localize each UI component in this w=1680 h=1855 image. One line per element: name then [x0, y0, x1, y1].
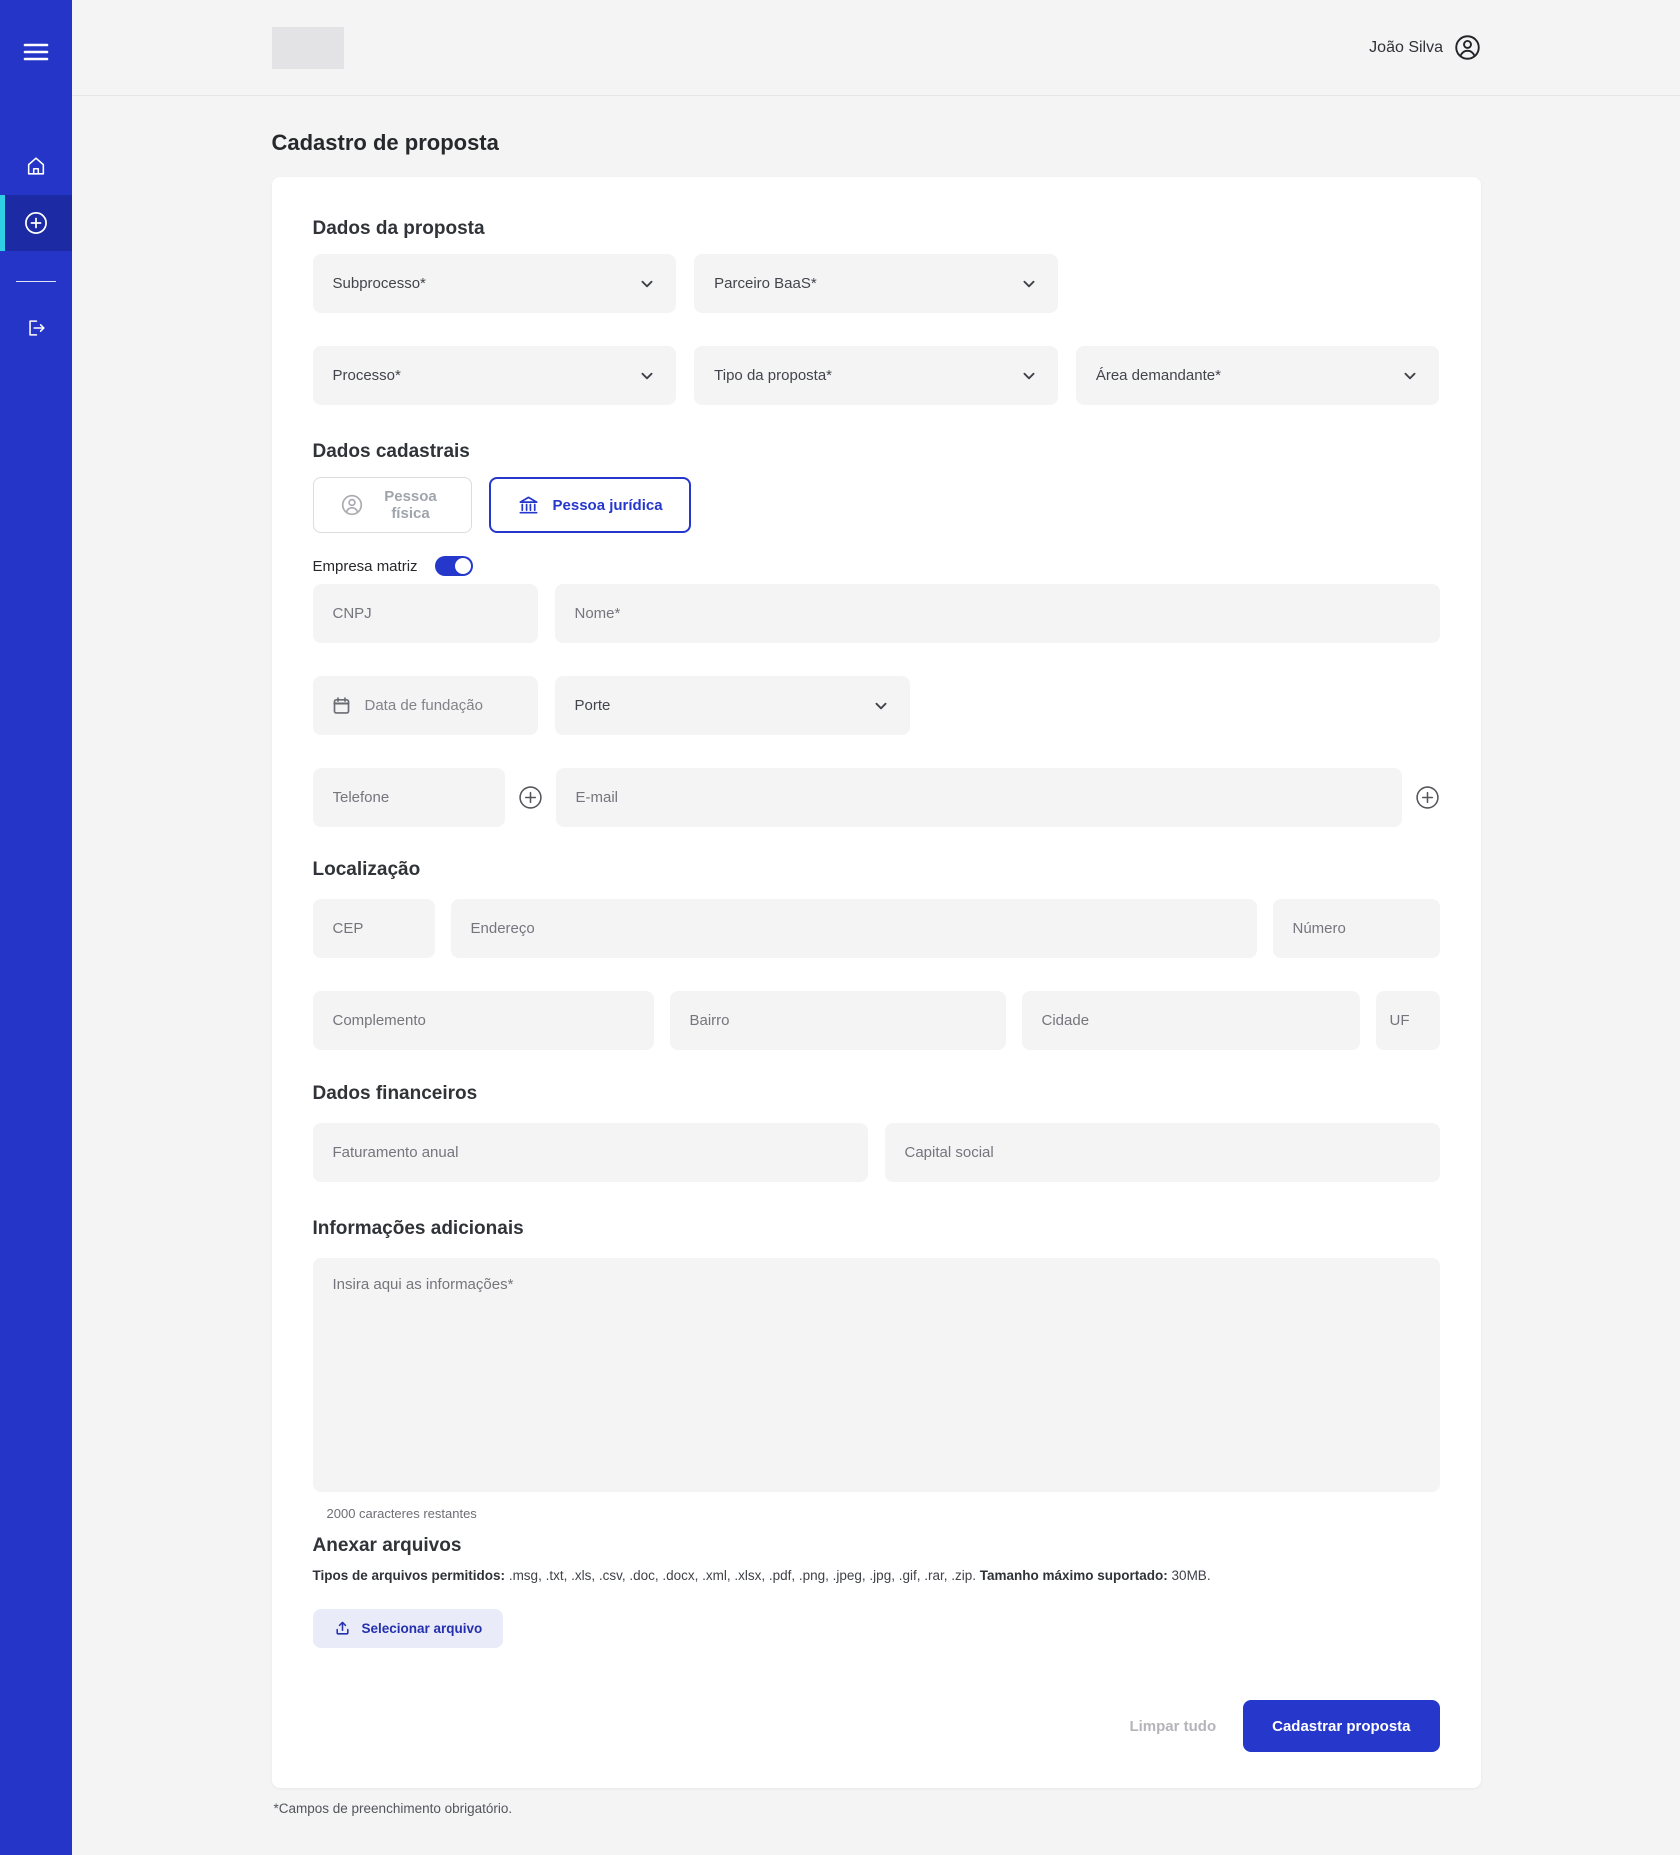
faturamento-anual-input[interactable]	[312, 1123, 868, 1182]
top-header: João Silva	[72, 0, 1680, 96]
plus-circle-icon	[1415, 785, 1440, 810]
char-counter: 2000 caracteres restantes	[326, 1506, 477, 1521]
menu-toggle-button[interactable]	[0, 31, 72, 73]
plus-circle-icon	[23, 210, 49, 236]
filetypes-note: Tipos de arquivos permitidos: .msg, .txt…	[313, 1567, 1440, 1585]
section-title-anexar: Anexar arquivos	[312, 1535, 462, 1556]
sidebar-item-logout[interactable]	[0, 300, 72, 356]
hamburger-icon	[23, 42, 49, 62]
user-menu[interactable]: João Silva	[1369, 34, 1481, 61]
chevron-down-icon	[1018, 273, 1040, 295]
page-title: Cadastro de proposta	[271, 130, 499, 155]
cadastrar-proposta-button[interactable]: Cadastrar proposta	[1243, 1700, 1440, 1752]
tipo-proposta-label: Tipo da proposta*	[714, 367, 833, 384]
person-circle-icon	[340, 493, 364, 517]
empresa-matriz-toggle[interactable]	[434, 556, 473, 576]
chevron-down-icon	[1018, 365, 1040, 387]
data-fundacao-input[interactable]	[364, 676, 522, 735]
add-email-button[interactable]	[1415, 785, 1440, 810]
home-icon	[25, 155, 47, 177]
parceiro-baas-label: Parceiro BaaS*	[714, 275, 817, 292]
processo-label: Processo*	[332, 367, 401, 384]
calendar-icon	[331, 695, 352, 716]
cep-input[interactable]	[312, 899, 435, 958]
parceiro-baas-select[interactable]: Parceiro BaaS*	[694, 254, 1058, 313]
section-title-proposta: Dados da proposta	[312, 218, 485, 239]
data-fundacao-field[interactable]	[312, 676, 538, 735]
sidebar	[0, 0, 72, 1855]
bairro-input[interactable]	[669, 991, 1006, 1050]
porte-select[interactable]: Porte	[554, 676, 910, 735]
chevron-down-icon	[636, 365, 658, 387]
filetypes-allowed-label: Tipos de arquivos permitidos:	[312, 1568, 506, 1583]
numero-input[interactable]	[1272, 899, 1440, 958]
required-fields-note: *Campos de preenchimento obrigatório.	[273, 1801, 513, 1816]
capital-social-input[interactable]	[884, 1123, 1440, 1182]
selecionar-arquivo-button[interactable]: Selecionar arquivo	[312, 1609, 504, 1648]
user-avatar-icon	[1454, 34, 1481, 61]
processo-select[interactable]: Processo*	[312, 346, 677, 405]
filetypes-max-label: Tamanho máximo suportado:	[979, 1568, 1168, 1583]
cidade-input[interactable]	[1021, 991, 1360, 1050]
selecionar-arquivo-label: Selecionar arquivo	[361, 1621, 483, 1636]
limpar-tudo-button[interactable]: Limpar tudo	[1129, 1717, 1217, 1735]
logout-icon	[25, 317, 47, 339]
plus-circle-icon	[518, 785, 543, 810]
bank-icon	[517, 494, 540, 517]
filetypes-allowed-list: .msg, .txt, .xls, .csv, .doc, .docx, .xm…	[508, 1568, 976, 1583]
empresa-matriz-label: Empresa matriz	[312, 557, 418, 575]
informacoes-textarea[interactable]	[312, 1258, 1440, 1492]
app-logo	[272, 26, 344, 69]
complemento-input[interactable]	[312, 991, 654, 1050]
sidebar-item-home[interactable]	[0, 138, 72, 194]
proposal-form-card: Dados da proposta Subprocesso* Parceiro …	[271, 177, 1481, 1788]
sidebar-item-new-proposal[interactable]	[0, 195, 72, 251]
section-title-financeiros: Dados financeiros	[312, 1083, 478, 1104]
nome-input[interactable]	[554, 584, 1440, 643]
telefone-input[interactable]	[312, 768, 505, 827]
pessoa-juridica-button[interactable]: Pessoa jurídica	[488, 477, 691, 533]
area-demandante-label: Área demandante*	[1095, 367, 1221, 384]
subprocesso-select[interactable]: Subprocesso*	[312, 254, 677, 313]
tipo-proposta-select[interactable]: Tipo da proposta*	[694, 346, 1058, 405]
filetypes-max-value: 30MB.	[1171, 1568, 1211, 1583]
add-telefone-button[interactable]	[518, 785, 543, 810]
chevron-down-icon	[870, 695, 892, 717]
endereco-input[interactable]	[450, 899, 1257, 958]
sidebar-divider	[16, 281, 56, 282]
section-title-localizacao: Localização	[312, 859, 421, 880]
subprocesso-label: Subprocesso*	[332, 275, 426, 292]
toggle-knob	[454, 558, 471, 574]
pessoa-fisica-label: Pessoa física	[384, 488, 437, 522]
chevron-down-icon	[1399, 365, 1421, 387]
chevron-down-icon	[636, 273, 658, 295]
porte-label: Porte	[574, 697, 611, 714]
uf-input[interactable]	[1375, 991, 1440, 1050]
pessoa-fisica-button[interactable]: Pessoa física	[312, 477, 472, 533]
cnpj-input[interactable]	[312, 584, 538, 643]
email-input[interactable]	[555, 768, 1402, 827]
section-title-cadastrais: Dados cadastrais	[312, 441, 470, 462]
pessoa-juridica-label: Pessoa jurídica	[552, 496, 663, 514]
user-name: João Silva	[1369, 38, 1443, 56]
upload-icon	[334, 1620, 351, 1637]
area-demandante-select[interactable]: Área demandante*	[1075, 346, 1440, 405]
section-title-informacoes: Informações adicionais	[312, 1218, 524, 1239]
